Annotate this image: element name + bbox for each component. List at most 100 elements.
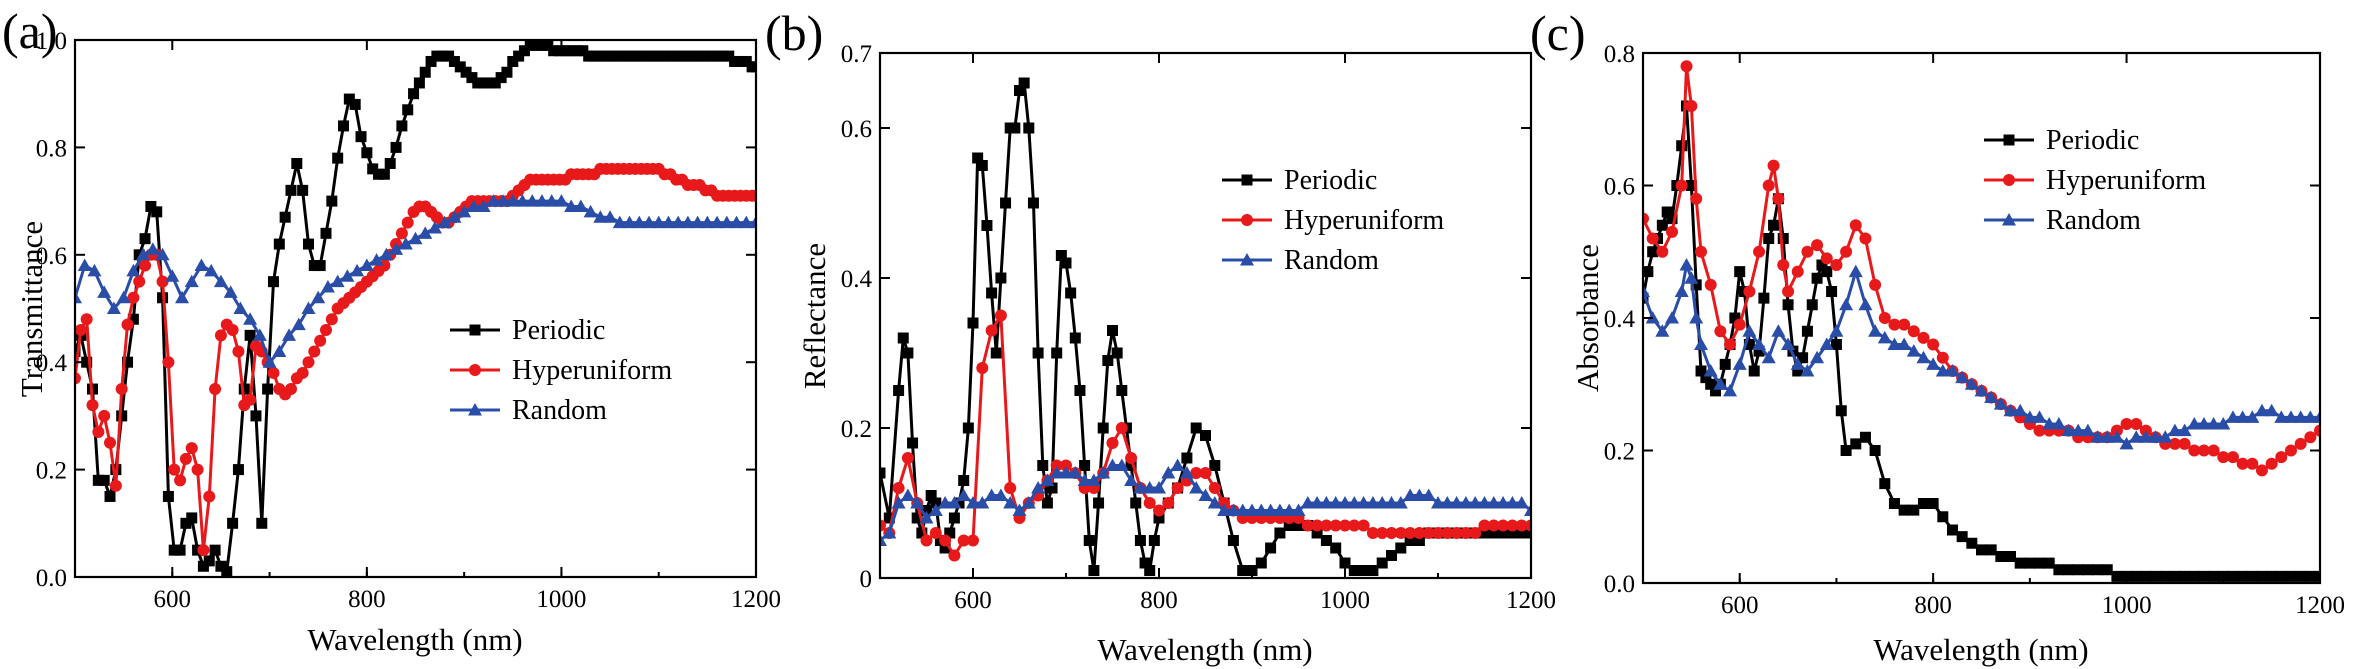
data-point-periodic <box>1046 482 1058 494</box>
legend-label-random: Random <box>1284 245 1379 276</box>
data-point-periodic <box>1130 497 1142 509</box>
data-point-random <box>262 355 277 368</box>
data-point-periodic <box>1966 537 1978 549</box>
data-point-periodic <box>1283 520 1295 531</box>
data-point-periodic <box>1079 460 1091 471</box>
data-point-periodic <box>1032 347 1044 359</box>
data-point-periodic <box>647 50 659 62</box>
legend-label-periodic: Periodic <box>2046 125 2139 156</box>
data-point-random <box>1514 496 1529 509</box>
data-point-periodic <box>548 45 560 57</box>
data-point-periodic <box>390 141 402 153</box>
data-point-hyperuniform <box>2255 464 2268 477</box>
data-point-periodic <box>1227 535 1239 546</box>
data-point-hyperuniform <box>308 345 321 358</box>
data-point-hyperuniform <box>1171 482 1184 494</box>
data-point-hyperuniform <box>1478 519 1491 532</box>
data-point-random <box>2303 410 2318 423</box>
data-point-hyperuniform <box>1497 519 1510 532</box>
data-point-hyperuniform <box>1782 285 1795 298</box>
data-point-periodic <box>448 55 460 67</box>
data-point-random <box>311 290 326 304</box>
data-point-random <box>573 199 588 212</box>
data-point-periodic <box>880 467 886 479</box>
data-point-random <box>1684 271 1699 284</box>
data-point-hyperuniform <box>1004 482 1017 494</box>
panel-2: (c) 600 800 1000 1200 0.0 0.2 0.4 0.6 0.8 Waveleng… <box>1530 5 2345 667</box>
data-point-random <box>2313 410 2320 423</box>
data-point-hyperuniform <box>1301 519 1314 532</box>
data-point-periodic <box>1125 460 1137 471</box>
y-tick-label: 1.0 <box>36 28 67 55</box>
data-point-periodic <box>443 50 455 62</box>
data-point-periodic <box>332 152 344 164</box>
data-point-hyperuniform <box>2217 451 2230 464</box>
data-point-periodic <box>676 50 688 62</box>
data-point-periodic <box>419 66 431 78</box>
data-point-periodic <box>302 238 314 250</box>
data-point-periodic <box>197 560 209 572</box>
data-point-periodic <box>1937 511 1949 523</box>
data-point-periodic <box>606 50 618 62</box>
data-point-hyperuniform <box>1218 497 1231 509</box>
y-tick-label: 0.6 <box>36 243 67 270</box>
data-point-periodic <box>1690 279 1702 291</box>
legend-marker-random <box>1240 253 1254 266</box>
data-point-random <box>1800 364 1815 377</box>
data-point-periodic <box>1927 498 1939 509</box>
data-point-random <box>243 312 258 325</box>
data-point-hyperuniform <box>1724 338 1737 351</box>
data-point-random <box>2274 410 2289 423</box>
data-point-periodic <box>705 50 717 62</box>
data-point-periodic <box>402 104 414 116</box>
data-point-periodic <box>267 276 279 288</box>
data-point-hyperuniform <box>1413 527 1426 539</box>
data-point-periodic <box>907 437 919 449</box>
data-point-periodic <box>151 206 163 218</box>
data-point-random <box>2013 403 2028 417</box>
data-point-hyperuniform <box>302 356 315 369</box>
data-point-periodic <box>1705 378 1717 390</box>
data-point-hyperuniform <box>1115 422 1128 434</box>
data-point-random <box>408 231 423 245</box>
data-point-periodic <box>425 55 437 67</box>
data-point-periodic <box>1093 497 1105 509</box>
data-point-hyperuniform <box>1714 325 1727 338</box>
data-point-periodic <box>635 50 647 62</box>
data-point-periodic <box>472 77 484 89</box>
data-point-periodic <box>1859 431 1871 443</box>
data-point-periodic <box>139 233 151 245</box>
data-point-hyperuniform <box>92 426 105 439</box>
data-point-random <box>1458 496 1473 509</box>
data-point-periodic <box>1069 332 1081 344</box>
data-point-periodic <box>1116 385 1128 396</box>
data-point-random <box>1328 496 1343 509</box>
data-point-periodic <box>367 163 379 175</box>
data-point-random <box>1674 284 1689 297</box>
data-point-periodic <box>454 61 466 73</box>
data-point-periodic <box>297 184 309 196</box>
data-point-periodic <box>916 527 928 539</box>
data-point-periodic <box>203 555 215 567</box>
data-point-periodic <box>1320 535 1332 546</box>
data-point-random <box>1839 297 1854 311</box>
data-point-periodic <box>2063 564 2075 576</box>
data-point-random <box>389 242 404 255</box>
data-point-random <box>184 274 199 288</box>
data-point-random <box>544 194 559 207</box>
data-point-periodic <box>162 490 174 502</box>
data-point-random <box>1742 324 1757 337</box>
data-point-hyperuniform <box>901 452 914 464</box>
data-point-hyperuniform <box>1917 331 1930 344</box>
data-point-periodic <box>396 120 408 132</box>
data-point-periodic <box>2014 557 2026 569</box>
data-point-hyperuniform <box>1869 278 1882 291</box>
data-point-random <box>651 215 666 229</box>
data-point-periodic <box>1144 565 1156 576</box>
data-point-periodic <box>338 120 350 132</box>
data-point-hyperuniform <box>1695 245 1708 258</box>
data-point-hyperuniform <box>133 275 146 288</box>
x-tick-label: 1200 <box>1506 587 1556 614</box>
data-point-random <box>2129 430 2144 443</box>
data-point-periodic <box>1311 527 1323 539</box>
